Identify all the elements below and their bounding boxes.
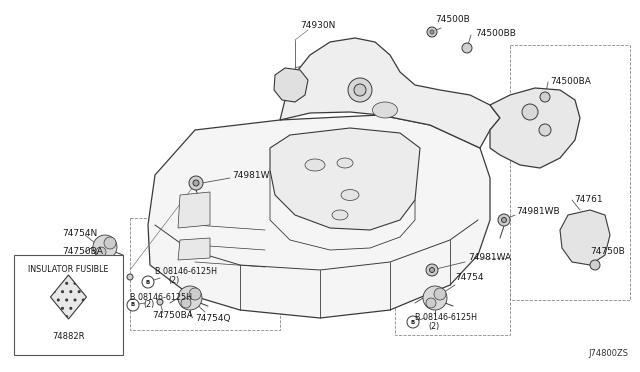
Circle shape xyxy=(127,274,133,280)
Text: B 08146-6125H: B 08146-6125H xyxy=(130,292,192,301)
Text: 74981WA: 74981WA xyxy=(468,253,511,263)
Polygon shape xyxy=(178,192,210,228)
Text: B 08146-6125H: B 08146-6125H xyxy=(155,267,217,276)
Circle shape xyxy=(193,180,199,186)
Polygon shape xyxy=(280,38,500,148)
Text: 74981WB: 74981WB xyxy=(516,208,559,217)
Circle shape xyxy=(104,237,116,249)
Polygon shape xyxy=(270,128,420,230)
Text: 74750BA: 74750BA xyxy=(152,311,193,321)
Polygon shape xyxy=(178,238,210,260)
Circle shape xyxy=(407,316,419,328)
Circle shape xyxy=(430,30,434,34)
Text: B: B xyxy=(131,302,135,308)
Circle shape xyxy=(522,104,538,120)
Text: 74981W: 74981W xyxy=(232,170,269,180)
Circle shape xyxy=(93,235,117,259)
Circle shape xyxy=(189,288,201,300)
Text: 74500B: 74500B xyxy=(435,16,470,25)
Text: 74761: 74761 xyxy=(574,196,603,205)
Circle shape xyxy=(189,176,203,190)
Text: 74754Q: 74754Q xyxy=(195,314,230,323)
Text: (2): (2) xyxy=(428,321,439,330)
Text: 74882R: 74882R xyxy=(52,332,84,341)
Polygon shape xyxy=(274,68,308,102)
Ellipse shape xyxy=(341,189,359,201)
Text: B: B xyxy=(146,279,150,285)
Text: 74930N: 74930N xyxy=(300,22,335,31)
Text: B: B xyxy=(411,320,415,324)
Ellipse shape xyxy=(337,158,353,168)
Circle shape xyxy=(434,288,446,300)
Circle shape xyxy=(96,247,106,257)
Circle shape xyxy=(498,214,510,226)
Circle shape xyxy=(142,276,154,288)
Circle shape xyxy=(462,43,472,53)
Circle shape xyxy=(539,124,551,136)
Circle shape xyxy=(426,264,438,276)
Circle shape xyxy=(354,84,366,96)
Polygon shape xyxy=(490,88,580,168)
Ellipse shape xyxy=(332,210,348,220)
Text: INSULATOR FUSIBLE: INSULATOR FUSIBLE xyxy=(28,265,109,274)
Circle shape xyxy=(127,299,139,311)
Ellipse shape xyxy=(305,159,325,171)
Polygon shape xyxy=(51,275,86,319)
Polygon shape xyxy=(560,210,610,265)
Text: 74750BA: 74750BA xyxy=(62,247,103,257)
Text: (2): (2) xyxy=(143,301,154,310)
Text: 74754N: 74754N xyxy=(62,228,97,237)
Ellipse shape xyxy=(372,102,397,118)
Polygon shape xyxy=(148,115,490,318)
Text: J74800ZS: J74800ZS xyxy=(588,349,628,358)
Text: B 08146-6125H: B 08146-6125H xyxy=(415,314,477,323)
Circle shape xyxy=(426,298,436,308)
Circle shape xyxy=(427,27,437,37)
Bar xyxy=(14,255,123,355)
Circle shape xyxy=(429,267,435,273)
Circle shape xyxy=(590,260,600,270)
Circle shape xyxy=(157,299,163,305)
Text: 74500BA: 74500BA xyxy=(550,77,591,87)
Circle shape xyxy=(348,78,372,102)
Text: 74500BB: 74500BB xyxy=(475,29,516,38)
Circle shape xyxy=(540,92,550,102)
Circle shape xyxy=(181,298,191,308)
Text: 74754: 74754 xyxy=(455,273,483,282)
Text: (2): (2) xyxy=(168,276,179,285)
Text: 74750B: 74750B xyxy=(590,247,625,257)
Circle shape xyxy=(502,218,506,222)
Circle shape xyxy=(178,286,202,310)
Circle shape xyxy=(423,286,447,310)
